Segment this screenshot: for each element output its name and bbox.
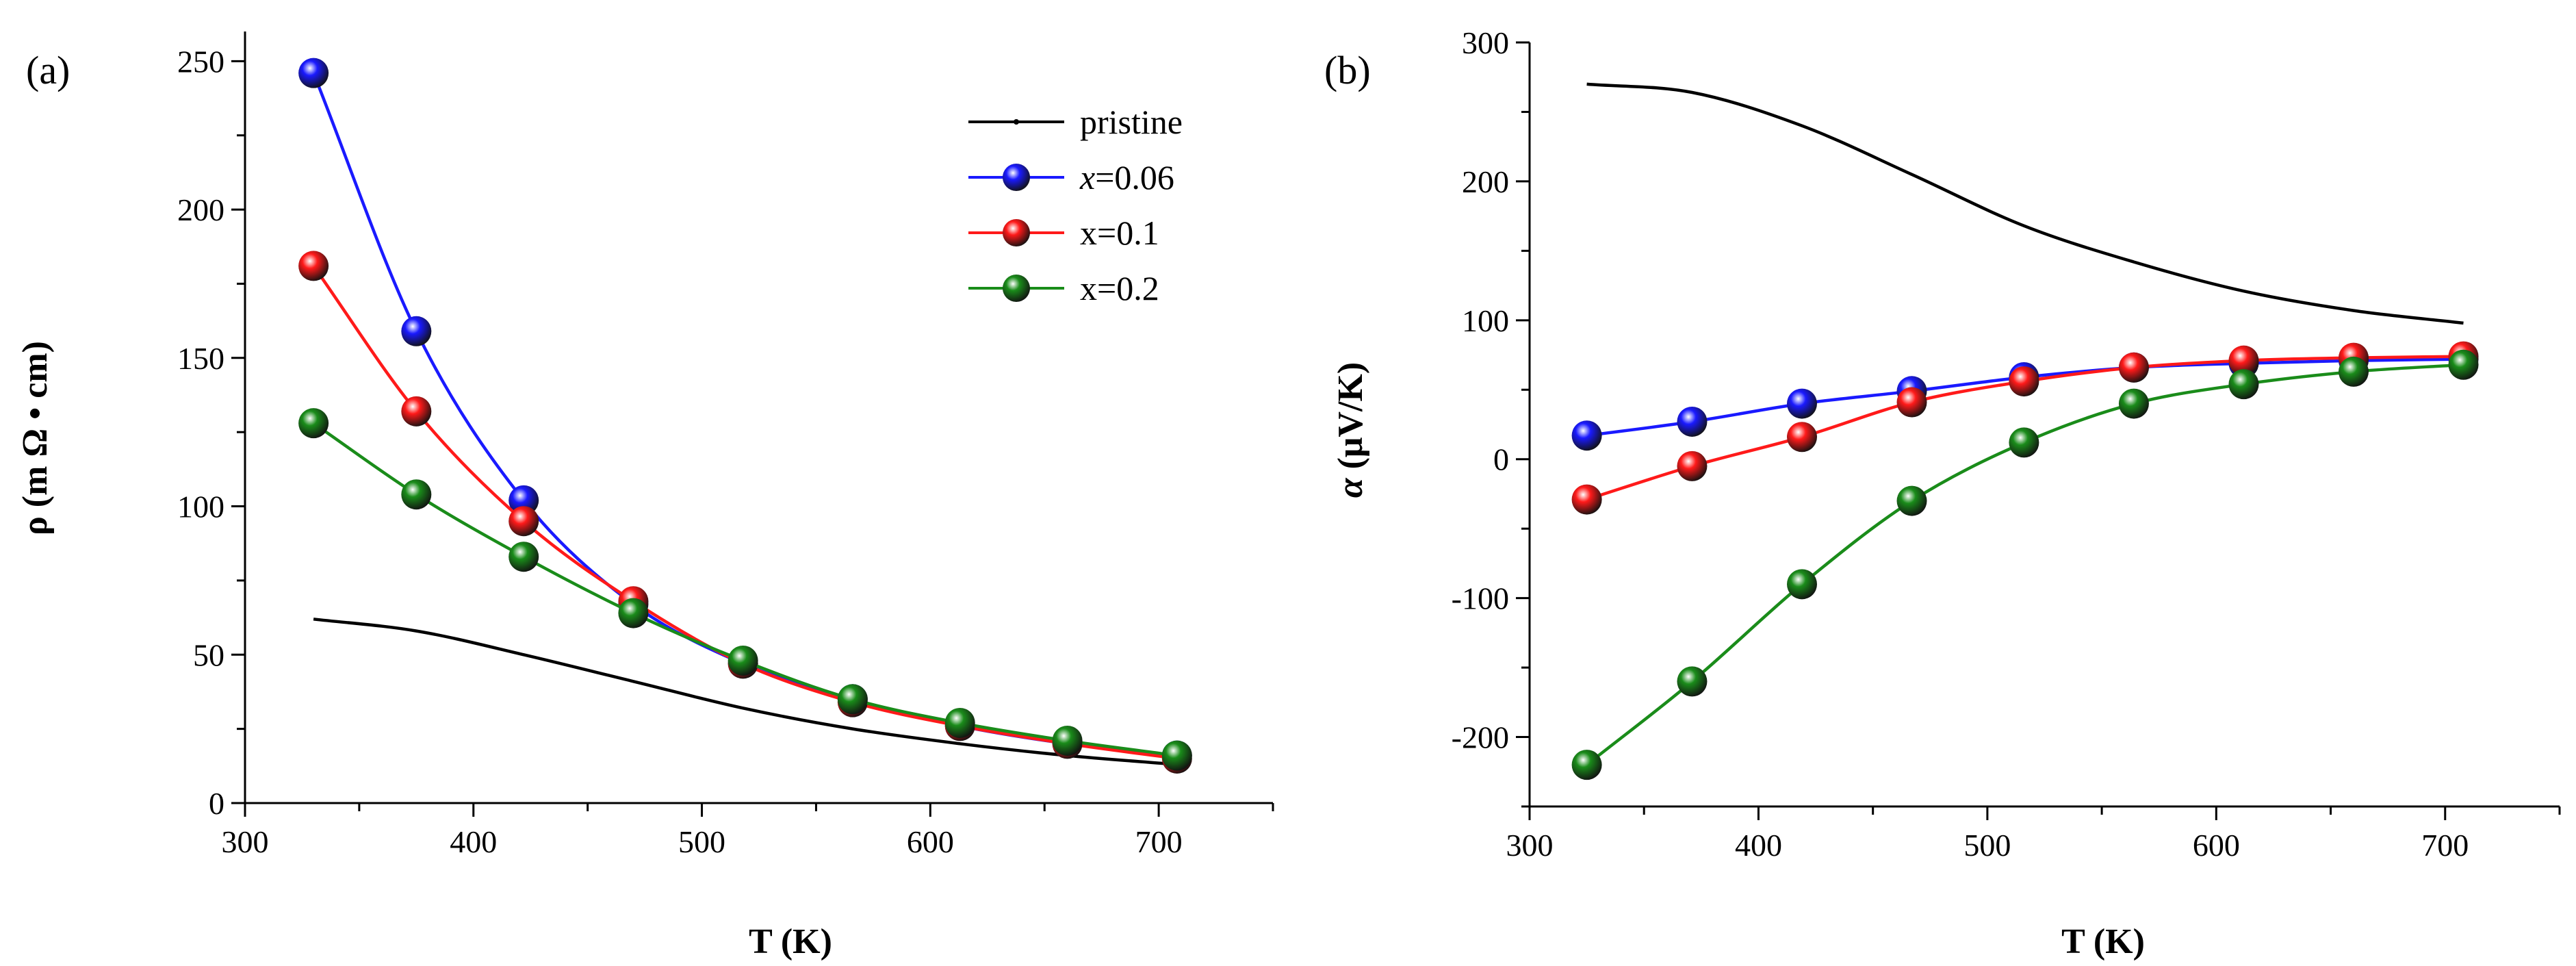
- panel-b-point-x02-325: [1571, 750, 1602, 780]
- panel-a-point-x02-566: [837, 684, 868, 715]
- panel-a-x-tick-label: 500: [678, 824, 725, 859]
- panel-a-x-axis-title: T (K): [749, 922, 832, 961]
- legend-label-x006-var: x: [1079, 158, 1095, 196]
- panel-a-point-x02-375: [401, 479, 432, 510]
- legend-label-x02: x=0.2: [1080, 269, 1159, 307]
- legend-item-x01: x=0.1: [968, 214, 1159, 252]
- panel-b-point-x01-612: [2228, 345, 2259, 376]
- panel-a-resistivity-chart: (a) 300 400 500 600 700 0 50 100 150 200 250 T (K)…: [16, 31, 1274, 961]
- panel-a-y-tick-label: 250: [177, 44, 224, 79]
- panel-b-y-tick-label: 100: [1462, 303, 1509, 338]
- panel-b-point-x01-564: [2118, 352, 2149, 383]
- panel-a-y-tick-label: 50: [193, 637, 224, 672]
- legend-label-x01: x=0.1: [1080, 214, 1159, 252]
- panel-a-x-tick-label: 400: [450, 824, 497, 859]
- panel-b-y-axis-title: α (μV/K): [1331, 362, 1370, 498]
- panel-b-point-x006-371: [1677, 406, 1708, 437]
- panel-a-x-tick-label: 300: [222, 824, 269, 859]
- panel-b-point-x01-325: [1571, 484, 1602, 515]
- panel-b-series-line-pristine: [1586, 82, 2464, 325]
- panel-a-point-x02-422: [508, 542, 539, 572]
- legend-item-x006: x=0.06: [968, 158, 1174, 196]
- panel-b-x-axis-title: T (K): [2061, 922, 2145, 961]
- panel-b-y-tick-label: 300: [1462, 25, 1509, 60]
- legend-item-pristine: pristine: [968, 103, 1183, 141]
- panel-b-y-tick-label: 200: [1462, 164, 1509, 199]
- panel-a-x-tick-label: 700: [1135, 824, 1183, 859]
- legend: pristine x=0.06 x=0.1 x=0.2: [968, 103, 1183, 307]
- panel-a-point-x006-422: [508, 485, 539, 516]
- panel-b-point-x01-371: [1677, 450, 1708, 481]
- legend-marker-x02: [1003, 275, 1030, 302]
- panel-b-point-x02-612: [2228, 369, 2259, 400]
- panel-a-y-axis-title: ρ (m Ω • cm): [16, 341, 55, 535]
- panel-b-point-x02-419: [1786, 569, 1817, 600]
- panel-a-point-x006-330: [298, 58, 329, 88]
- panel-a-point-x006-375: [401, 316, 432, 346]
- panel-b-point-x006-325: [1571, 420, 1602, 451]
- panel-b-point-x01-419: [1786, 422, 1817, 453]
- panel-a-y-tick-label: 100: [177, 490, 224, 524]
- panel-b-point-x02-708: [2448, 349, 2479, 380]
- panel-a-series-line-pristine: [313, 618, 1177, 766]
- panel-b-point-x02-371: [1677, 666, 1708, 697]
- panel-a-label: (a): [26, 48, 70, 92]
- panel-a-point-x02-660: [1052, 725, 1083, 756]
- panel-a-y-tick-label: 150: [177, 341, 224, 376]
- legend-marker-x006: [1003, 164, 1030, 191]
- legend-label-x006-val: =0.06: [1095, 158, 1174, 196]
- panel-a-point-x01-375: [401, 396, 432, 427]
- panel-a-point-x01-330: [298, 251, 329, 281]
- panel-a-point-x02-613: [944, 707, 975, 738]
- panel-a-point-x02-708: [1161, 740, 1192, 771]
- panel-b-point-x01-516: [2009, 366, 2039, 397]
- panel-b-x-tick-label: 300: [1506, 828, 1554, 863]
- panel-a-point-x01-422: [508, 506, 539, 537]
- panel-b-point-x02-564: [2118, 388, 2149, 419]
- panel-b-y-tick-label: 0: [1493, 442, 1509, 477]
- panel-b-point-x02-467: [1896, 485, 1927, 516]
- panel-b-series-line-x02: [1586, 363, 2464, 766]
- panel-a-y-tick-label: 200: [177, 192, 224, 227]
- legend-marker-x01: [1003, 219, 1030, 246]
- panel-b-y-axis-unit: (μV/K): [1331, 362, 1370, 479]
- panel-b-y-axis-symbol: α: [1331, 477, 1370, 498]
- panel-b-y-tick-label: -100: [1452, 581, 1509, 616]
- panel-a-point-x02-518: [727, 645, 758, 676]
- panel-a-y-tick-label: 0: [209, 786, 224, 821]
- panel-b-label: (b): [1324, 48, 1371, 92]
- panel-b-y-tick-label: -200: [1452, 720, 1509, 755]
- panel-b-x-tick-label: 700: [2421, 828, 2469, 863]
- panel-a-point-x02-470: [618, 598, 649, 628]
- legend-label-x006: x=0.06: [1079, 158, 1174, 196]
- legend-label-pristine: pristine: [1080, 103, 1183, 141]
- panel-b-x-tick-label: 400: [1735, 828, 1782, 863]
- panel-a-point-x02-330: [298, 408, 329, 439]
- panel-b-seebeck-chart: (b) 300 400 500 600 700 -200 -100 0 100 200 300 T …: [1324, 25, 2561, 961]
- panel-b-point-x01-467: [1896, 387, 1927, 418]
- panel-b-point-x02-516: [2009, 427, 2039, 458]
- panel-b-point-x02-660: [2339, 356, 2369, 387]
- legend-item-x02: x=0.2: [968, 269, 1159, 307]
- panel-b-x-tick-label: 500: [1963, 828, 2011, 863]
- legend-marker-pristine: [1014, 119, 1019, 125]
- panel-b-x-tick-label: 600: [2193, 828, 2240, 863]
- panel-a-x-tick-label: 600: [907, 824, 954, 859]
- panel-b-point-x006-419: [1786, 388, 1817, 419]
- panel-a-series-line-x02: [312, 422, 1178, 757]
